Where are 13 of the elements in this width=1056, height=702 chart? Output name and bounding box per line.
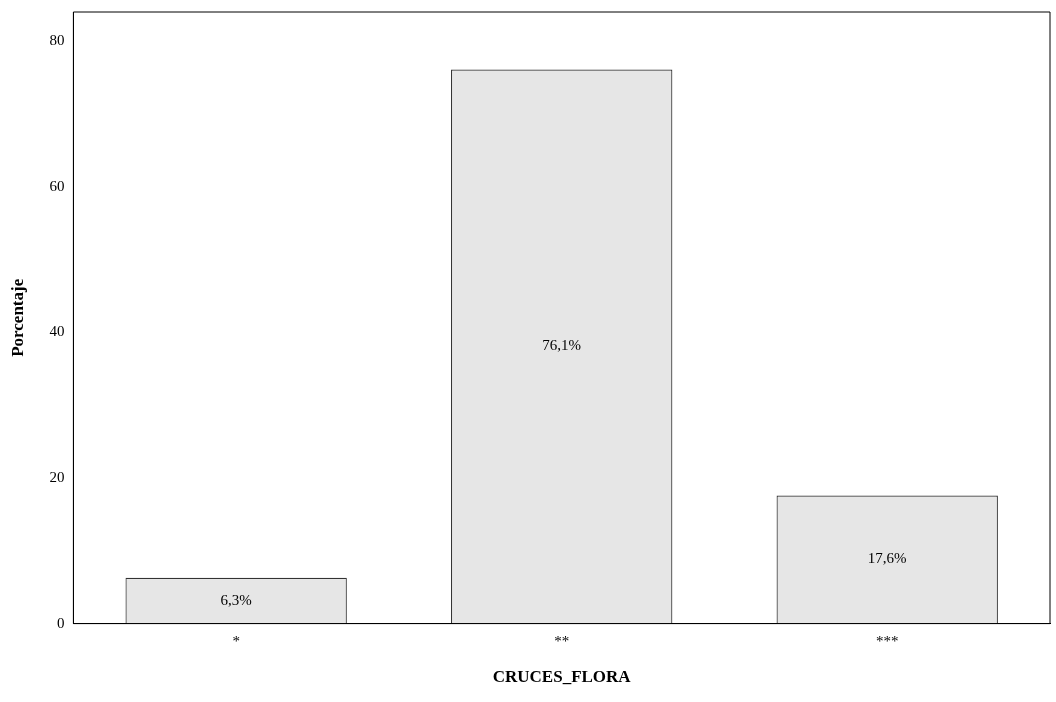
data-label: 17,6% bbox=[867, 550, 907, 567]
x-tick-label: *** bbox=[875, 632, 899, 649]
y-tick-label: 0 bbox=[56, 614, 65, 631]
x-tick-label: * bbox=[232, 632, 240, 649]
data-label: 6,3% bbox=[220, 591, 252, 608]
y-tick-label: 20 bbox=[49, 468, 65, 485]
y-tick-label: 40 bbox=[49, 323, 65, 340]
y-axis-title: Porcentaje bbox=[7, 278, 27, 357]
y-tick-label: 80 bbox=[49, 32, 65, 49]
x-tick-label: ** bbox=[554, 632, 570, 649]
data-label: 76,1% bbox=[542, 337, 582, 354]
x-axis-title: CRUCES_FLORA bbox=[492, 667, 632, 687]
y-tick-label: 60 bbox=[49, 177, 65, 194]
